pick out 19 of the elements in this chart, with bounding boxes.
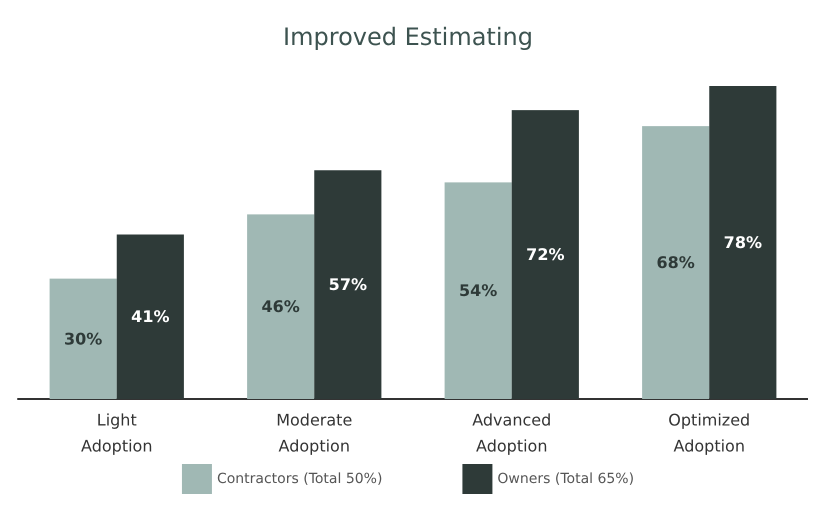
bar bbox=[642, 126, 710, 399]
legend-label: Contractors (Total 50%) bbox=[216, 471, 382, 487]
data-label: 41% bbox=[131, 307, 170, 326]
data-label: 72% bbox=[526, 245, 564, 264]
x-tick-label: Optimized Adoption bbox=[668, 410, 750, 456]
data-label: 30% bbox=[64, 329, 102, 348]
data-label: 68% bbox=[656, 253, 695, 272]
bar bbox=[444, 182, 512, 399]
x-tick-label: Advanced Adoption bbox=[472, 410, 552, 456]
data-label: 46% bbox=[262, 297, 300, 316]
chart-title: Improved Estimating bbox=[283, 23, 533, 51]
data-label: 78% bbox=[724, 233, 762, 252]
x-tick-label: Moderate Adoption bbox=[276, 410, 352, 456]
data-label: 54% bbox=[459, 281, 498, 300]
x-tick-label: Light Adoption bbox=[81, 410, 152, 456]
bar bbox=[247, 214, 314, 399]
bar bbox=[50, 278, 117, 399]
data-label: 57% bbox=[328, 275, 367, 294]
legend-label: Owners (Total 65%) bbox=[497, 471, 634, 487]
